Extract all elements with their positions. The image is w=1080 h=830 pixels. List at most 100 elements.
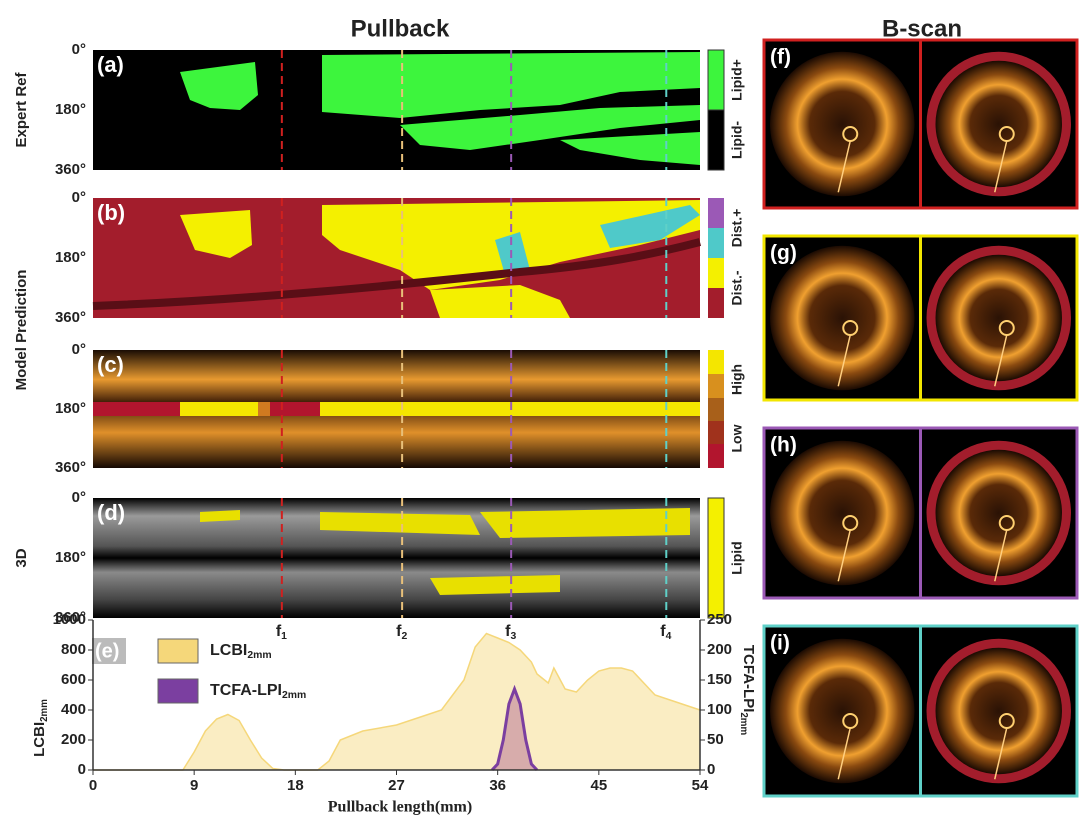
colorbar-label: Lipid bbox=[729, 541, 745, 574]
bscan-image bbox=[935, 449, 1062, 577]
angle-tick-label: 0° bbox=[72, 489, 86, 506]
colorbar-label: Dist.+ bbox=[729, 209, 745, 248]
colorbar-label: Lipid- bbox=[729, 121, 745, 159]
bscan-label: (g) bbox=[770, 242, 797, 265]
risk-band bbox=[93, 402, 180, 416]
y-axis-label-main: LCBI bbox=[31, 722, 48, 757]
guidewire bbox=[837, 727, 851, 780]
line bbox=[490, 684, 539, 772]
guidewire bbox=[837, 140, 851, 193]
y2-axis-label-sub: 2mm bbox=[738, 712, 749, 735]
x-tick-label: 18 bbox=[287, 777, 304, 794]
lipid-region bbox=[560, 132, 700, 165]
lipid-region bbox=[400, 105, 700, 150]
colorbar-swatch bbox=[707, 497, 725, 619]
lipid-region bbox=[180, 62, 258, 110]
y-tick-label: 1000 bbox=[53, 611, 86, 628]
line bbox=[93, 632, 701, 771]
frame-label-main: f bbox=[660, 623, 666, 640]
colorbar-swatch bbox=[707, 49, 725, 111]
prediction-map bbox=[92, 198, 702, 318]
bscan-label: (h) bbox=[770, 434, 797, 457]
y-tick-label: 200 bbox=[61, 731, 86, 748]
distance-region bbox=[180, 210, 252, 258]
angle-tick-label: 360° bbox=[55, 309, 86, 326]
row-label: 3D bbox=[13, 548, 30, 567]
angle-tick-label: 180° bbox=[55, 400, 86, 417]
colorbar-label: Low bbox=[729, 424, 745, 452]
frame-label-sub: 4 bbox=[666, 631, 672, 642]
angle-tick-label: 0° bbox=[72, 41, 86, 58]
y2-axis-label: TCFA-LPI2mm bbox=[738, 645, 757, 736]
x-axis-label: Pullback length(mm) bbox=[328, 799, 472, 816]
pullback-title: Pullback bbox=[351, 15, 450, 42]
colorbar-swatch bbox=[708, 444, 724, 468]
risk-band bbox=[180, 402, 258, 416]
bscan-label: (i) bbox=[770, 632, 790, 655]
risk-band bbox=[320, 402, 700, 416]
risk-band bbox=[258, 402, 270, 416]
angle-tick-label: 0° bbox=[72, 341, 86, 358]
distance-region bbox=[430, 285, 570, 318]
legend-label-main: TCFA-LPI bbox=[210, 682, 282, 699]
row-label: Expert Ref bbox=[13, 71, 30, 147]
bscan-image bbox=[770, 440, 915, 586]
colorbars bbox=[707, 49, 725, 619]
frame-label-main: f bbox=[396, 623, 402, 640]
guidewire bbox=[994, 727, 1008, 780]
frame-label-sub: 2 bbox=[401, 631, 407, 642]
x-tick-label: 0 bbox=[89, 777, 97, 794]
colorbar-swatch bbox=[708, 350, 724, 374]
panel-label: (a) bbox=[97, 52, 124, 77]
y2-tick-label: 150 bbox=[707, 671, 732, 688]
bscan-label: (f) bbox=[770, 46, 791, 69]
legend-label: TCFA-LPI2mm bbox=[210, 682, 306, 701]
area bbox=[93, 633, 700, 770]
lipid-region bbox=[320, 512, 480, 535]
bscan-image bbox=[770, 638, 915, 784]
colorbar-swatch bbox=[708, 374, 724, 398]
panel-label: (d) bbox=[97, 500, 125, 525]
colorbar-swatch bbox=[708, 288, 724, 318]
guidewire bbox=[994, 334, 1008, 387]
risk-band bbox=[270, 402, 320, 416]
panel-label: (e) bbox=[95, 640, 119, 662]
x-tick-label: 9 bbox=[190, 777, 198, 794]
y-tick-label: 800 bbox=[61, 641, 86, 658]
y2-tick-label: 200 bbox=[707, 641, 732, 658]
lipid-region bbox=[200, 510, 240, 522]
lipid-region bbox=[322, 52, 700, 118]
frame-label-sub: 1 bbox=[281, 631, 287, 642]
colorbar-label: High bbox=[729, 364, 745, 395]
colorbar-swatch bbox=[708, 258, 724, 288]
lipid-region bbox=[430, 575, 560, 595]
guidewire-shadow bbox=[92, 238, 702, 310]
y-axis-label-sub: 2mm bbox=[39, 699, 50, 722]
legend-label: LCBI2mm bbox=[210, 642, 272, 661]
legend-swatch bbox=[157, 638, 199, 664]
y2-tick-label: 50 bbox=[707, 731, 724, 748]
guidewire bbox=[994, 140, 1008, 193]
x-tick-label: 54 bbox=[692, 777, 709, 794]
legend-swatch bbox=[157, 678, 199, 704]
frame-label: f2 bbox=[396, 623, 407, 642]
frame-label: f4 bbox=[660, 623, 671, 642]
row-label: Model Prediction bbox=[13, 270, 30, 391]
legend-label-sub: 2mm bbox=[247, 650, 271, 661]
colorbar-label: Lipid+ bbox=[729, 59, 745, 101]
bscan-image bbox=[770, 245, 915, 391]
guidewire bbox=[994, 529, 1008, 582]
label-box bbox=[92, 638, 126, 664]
x-tick-label: 27 bbox=[388, 777, 405, 794]
panel-label: (b) bbox=[97, 200, 125, 225]
colorbar-swatch bbox=[708, 421, 724, 444]
bscan-image bbox=[935, 647, 1062, 775]
frame-label: f3 bbox=[505, 623, 516, 642]
y-tick-label: 0 bbox=[78, 761, 86, 778]
frame-label-main: f bbox=[276, 623, 282, 640]
bscan-image bbox=[935, 60, 1062, 188]
x-tick-label: 36 bbox=[489, 777, 506, 794]
y2-tick-label: 250 bbox=[707, 611, 732, 628]
y2-tick-label: 100 bbox=[707, 701, 732, 718]
